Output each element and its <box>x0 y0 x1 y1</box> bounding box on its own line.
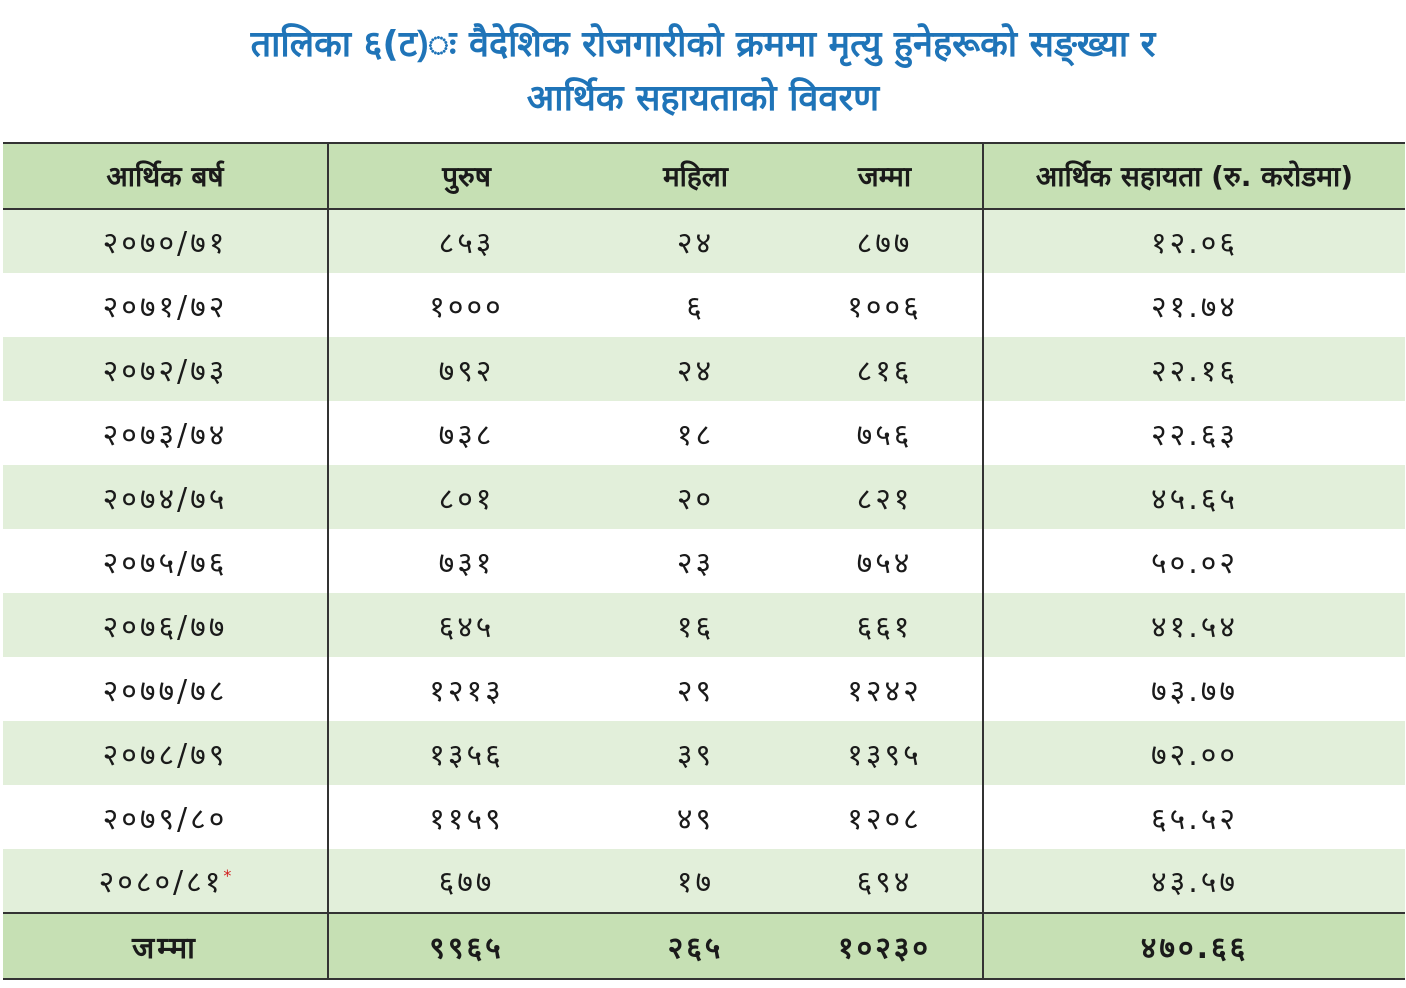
cell-female: २४ <box>676 226 715 261</box>
table-header: आर्थिक बर्ष पुरुष महिला जम्मा आर्थिक सहा… <box>3 142 1405 210</box>
cell-total: ७५४ <box>787 529 984 593</box>
cell-total: १००६ <box>787 273 984 337</box>
fiscal-year-value: २०७५/७६ <box>102 545 228 581</box>
table-row: २०७१/७२ १००० ६ १००६ २१.७४ <box>3 273 1405 337</box>
cell-fiscal-year: २०७०/७१ <box>3 209 329 273</box>
cell-female: १८ <box>676 417 715 453</box>
fiscal-year-value: २०८०/८१ <box>98 865 224 900</box>
cell-fiscal-year: २०७८/७९ <box>3 721 329 785</box>
fiscal-year-value: २०७९/८० <box>102 801 228 837</box>
table-body: २०७०/७१ ८५३ २४ ८७७ १२.०६ २०७१/७२ १००० ६ १००६ २१.७… <box>3 209 1405 913</box>
cell-assistance: २१.७४ <box>1151 289 1238 325</box>
cell-assistance: ४१.५४ <box>1151 609 1238 645</box>
fiscal-year-value: २०७०/७१ <box>102 226 228 261</box>
cell-male: ८०१ <box>438 481 495 517</box>
fiscal-year-value: २०७३/७४ <box>102 417 228 453</box>
total-row: जम्मा ९९६५ २६५ १०२३० ४७०.६६ <box>3 912 1405 980</box>
cell-assistance: ५०.०२ <box>1151 545 1238 581</box>
total-label: जम्मा <box>3 912 329 980</box>
table-row: २०८०/८१* ६७७ १७ ६९४ ४३.५७ <box>3 849 1405 913</box>
cell-fiscal-year: २०७९/८० <box>3 785 329 849</box>
cell-fiscal-year: २०८०/८१* <box>3 849 329 913</box>
cell-female: २९ <box>676 673 715 709</box>
cell-total: ८२१ <box>787 465 984 529</box>
total-total: १०२३० <box>787 912 984 980</box>
table-row: २०७९/८० ११५९ ४९ १२०८ ६५.५२ <box>3 785 1405 849</box>
fiscal-year-value: २०७४/७५ <box>102 481 228 517</box>
table-title-line-2: आर्थिक सहायताको विवरण <box>526 78 880 119</box>
cell-male: ७३१ <box>438 545 495 581</box>
table-row: २०७५/७६ ७३१ २३ ७५४ ५०.०२ <box>3 529 1405 593</box>
footnote-asterisk: * <box>223 866 232 885</box>
cell-assistance: १२.०६ <box>1151 226 1238 261</box>
cell-female: ३९ <box>676 737 715 773</box>
cell-total: ८७७ <box>787 209 984 273</box>
table-row: २०७६/७७ ६४५ १६ ६६१ ४१.५४ <box>3 593 1405 657</box>
fiscal-year-value: २०७७/७८ <box>102 673 228 709</box>
cell-assistance: ७२.०० <box>1151 737 1238 773</box>
cell-male: १००० <box>429 289 504 325</box>
cell-assistance: ६५.५२ <box>1151 801 1238 837</box>
cell-fiscal-year: २०७४/७५ <box>3 465 329 529</box>
fiscal-year-value: २०७८/७९ <box>102 737 228 773</box>
cell-assistance: ७३.७७ <box>1151 673 1238 709</box>
cell-assistance: ४५.६५ <box>1151 481 1238 517</box>
fiscal-year-value: २०७२/७३ <box>102 353 228 389</box>
cell-assistance: २२.६३ <box>1151 417 1238 453</box>
total-male: ९९६५ <box>328 912 604 980</box>
table-caption: तालिका ६(ट)ः वैदेशिक रोजगारीको क्रममा मृ… <box>0 18 1406 126</box>
cell-assistance: ४३.५७ <box>1151 865 1238 900</box>
total-assistance: ४७०.६६ <box>983 912 1405 980</box>
header-fiscal-year: आर्थिक बर्ष <box>3 142 329 210</box>
cell-female: ४९ <box>676 801 715 837</box>
cell-female: २३ <box>676 545 715 581</box>
cell-total: १२४२ <box>787 657 984 721</box>
table-row: २०७४/७५ ८०१ २० ८२१ ४५.६५ <box>3 465 1405 529</box>
foreign-employment-deaths-table: आर्थिक बर्ष पुरुष महिला जम्मा आर्थिक सहा… <box>3 142 1405 980</box>
fiscal-year-value: २०७६/७७ <box>102 609 228 645</box>
header-female: महिला <box>604 142 787 210</box>
cell-male: ७३८ <box>438 417 495 453</box>
header-financial-assistance: आर्थिक सहायता (रु. करोडमा) <box>983 142 1405 210</box>
table-row: २०७७/७८ १२१३ २९ १२४२ ७३.७७ <box>3 657 1405 721</box>
cell-female: १६ <box>676 609 715 645</box>
table-row: २०७८/७९ १३५६ ३९ १३९५ ७२.०० <box>3 721 1405 785</box>
cell-total: १२०८ <box>787 785 984 849</box>
total-female: २६५ <box>604 912 787 980</box>
cell-total: ६९४ <box>787 849 984 913</box>
cell-fiscal-year: २०७५/७६ <box>3 529 329 593</box>
cell-male: १२१३ <box>429 673 504 709</box>
table-title-line-1: तालिका ६(ट)ः वैदेशिक रोजगारीको क्रममा मृ… <box>250 24 1156 65</box>
cell-female: २४ <box>676 353 715 389</box>
cell-fiscal-year: २०७१/७२ <box>3 273 329 337</box>
table-row: २०७३/७४ ७३८ १८ ७५६ २२.६३ <box>3 401 1405 465</box>
table-row: २०७२/७३ ७९२ २४ ८१६ २२.१६ <box>3 337 1405 401</box>
table-row: २०७०/७१ ८५३ २४ ८७७ १२.०६ <box>3 209 1405 273</box>
header-male: पुरुष <box>328 142 604 210</box>
cell-total: ७५६ <box>787 401 984 465</box>
cell-female: १७ <box>676 865 715 900</box>
header-total: जम्मा <box>787 142 984 210</box>
cell-male: १३५६ <box>429 737 504 773</box>
cell-male: ६४५ <box>438 609 495 645</box>
fiscal-year-value: २०७१/७२ <box>102 289 228 325</box>
cell-total: १३९५ <box>787 721 984 785</box>
cell-assistance: २२.१६ <box>1151 353 1238 389</box>
cell-male: ७९२ <box>438 353 495 389</box>
cell-fiscal-year: २०७७/७८ <box>3 657 329 721</box>
table-footer: जम्मा ९९६५ २६५ १०२३० ४७०.६६ <box>3 912 1405 980</box>
cell-fiscal-year: २०७६/७७ <box>3 593 329 657</box>
cell-fiscal-year: २०७३/७४ <box>3 401 329 465</box>
cell-total: ८१६ <box>787 337 984 401</box>
cell-male: ११५९ <box>429 801 504 837</box>
cell-fiscal-year: २०७२/७३ <box>3 337 329 401</box>
cell-total: ६६१ <box>787 593 984 657</box>
header-row: आर्थिक बर्ष पुरुष महिला जम्मा आर्थिक सहा… <box>3 142 1405 210</box>
cell-male: ८५३ <box>438 226 495 261</box>
cell-female: २० <box>676 481 715 517</box>
cell-male: ६७७ <box>438 865 495 900</box>
cell-female: ६ <box>686 289 705 325</box>
